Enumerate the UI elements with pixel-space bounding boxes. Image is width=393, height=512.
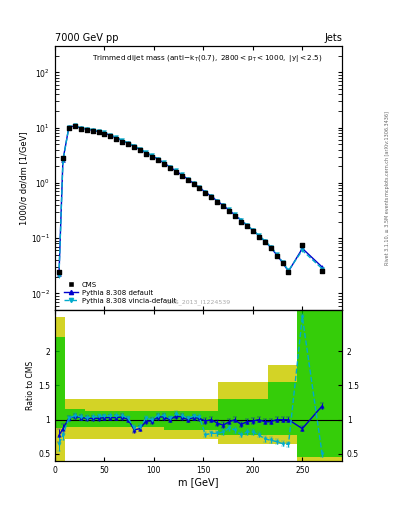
Point [119, 138, 125, 146]
Point [155, 156, 161, 164]
Text: Trimmed dijet mass $\mathregular{(anti\!-\!k_T(0.7),\ 2800{<}p_T{<}1000,\ |y|{<}: Trimmed dijet mass $\mathregular{(anti\!… [92, 53, 323, 63]
Text: mcplots.cern.ch [arXiv:1306.3436]: mcplots.cern.ch [arXiv:1306.3436] [385, 111, 390, 196]
Text: Rivet 3.1.10, ≥ 3.5M events: Rivet 3.1.10, ≥ 3.5M events [385, 196, 390, 265]
Bar [164, 412, 218, 430]
Y-axis label: 1000/σ dσ/dm [1/GeV]: 1000/σ dσ/dm [1/GeV] [19, 131, 28, 225]
Point [77, 125, 84, 133]
Point [56, 268, 62, 276]
Point [184, 176, 191, 184]
Bar [268, 382, 298, 435]
Point [279, 259, 286, 267]
Point [220, 202, 226, 210]
Point [167, 163, 173, 172]
Point [196, 184, 203, 193]
Y-axis label: Ratio to CMS: Ratio to CMS [26, 361, 35, 410]
Point [202, 188, 209, 197]
Point [268, 244, 274, 252]
Point [208, 193, 215, 201]
Point [262, 238, 268, 246]
Point [90, 126, 96, 135]
Point [161, 160, 167, 168]
Bar [65, 399, 85, 439]
Bar [55, 317, 65, 461]
Point [256, 232, 262, 241]
Point [107, 132, 114, 140]
Point [319, 267, 325, 275]
Point [101, 130, 108, 138]
Point [113, 135, 119, 143]
Point [299, 241, 305, 249]
Point [95, 128, 102, 136]
Point [274, 251, 280, 260]
Point [173, 167, 179, 176]
Bar [55, 337, 65, 428]
Point [66, 123, 72, 132]
Point [125, 140, 131, 148]
Bar [298, 296, 342, 457]
Point [84, 125, 90, 134]
Point [72, 122, 78, 131]
Point [149, 153, 155, 161]
Point [238, 218, 244, 226]
Point [214, 198, 220, 206]
Point [226, 207, 232, 215]
Point [250, 227, 256, 236]
Legend: CMS, Pythia 8.308 default, Pythia 8.308 vincia-default: CMS, Pythia 8.308 default, Pythia 8.308 … [64, 282, 176, 304]
X-axis label: m [GeV]: m [GeV] [178, 477, 219, 487]
Bar [65, 410, 85, 426]
Point [137, 146, 143, 154]
Point [244, 222, 250, 230]
Text: Jets: Jets [324, 33, 342, 44]
Text: CMS_2013_I1224539: CMS_2013_I1224539 [166, 299, 231, 305]
Text: 7000 GeV pp: 7000 GeV pp [55, 33, 119, 44]
Point [190, 180, 196, 188]
Bar [268, 365, 298, 444]
Bar [298, 283, 342, 461]
Bar [85, 399, 164, 439]
Point [232, 212, 238, 220]
Bar [218, 382, 268, 444]
Bar [164, 399, 218, 439]
Point [178, 172, 185, 180]
Point [143, 150, 149, 158]
Point [60, 154, 66, 162]
Bar [85, 412, 164, 426]
Bar [218, 399, 268, 435]
Point [285, 268, 292, 276]
Point [131, 143, 137, 152]
